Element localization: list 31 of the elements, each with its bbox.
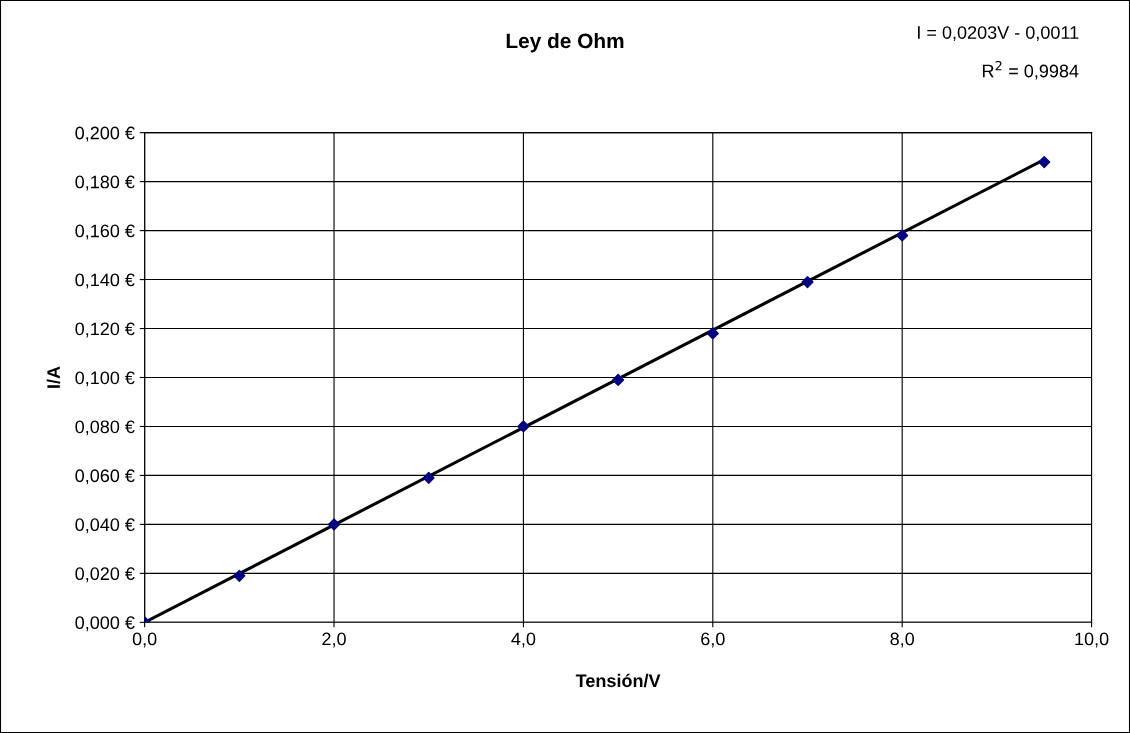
x-tick-label: 4,0 [511,632,536,648]
x-tick-label: 2,0 [322,632,346,648]
x-tick-label: 0,0 [132,632,157,648]
point [422,471,435,484]
y-tick-label: 0,180 € [75,175,135,191]
point [612,373,625,387]
y-tick-label: 0,200 € [75,126,135,142]
y-tick-label: 0,000 € [75,616,135,632]
text: R$^{2}$ = 0,9984 [982,60,1079,80]
y-tick-label: 0,120 € [75,322,135,338]
y-tick-label: 0,020 € [75,567,135,583]
point [1038,155,1051,169]
y-tick-label: 0,160 € [75,224,135,240]
y-tick-label: 0,080 € [75,420,135,436]
text: I = 0,0203V - 0,0011 [918,26,1079,42]
x-tick-label: 6,0 [701,632,725,648]
point [327,518,341,531]
point [517,420,530,433]
y-tick-label: 0,140 € [75,273,135,289]
y-axis-title: I/A [46,366,61,388]
x-axis-title: Tensión/V [575,673,661,688]
point [233,569,246,582]
y-tick-label: 0,040 € [75,518,135,534]
y-tick-label: 0,100 € [75,371,135,387]
point [706,327,719,340]
y-tick-label: 0,060 € [75,469,135,485]
chart-title: Ley de Ohm [506,32,624,53]
x-tick-label: 10,0 [1075,632,1109,648]
point [801,275,814,289]
point [896,229,909,242]
x-tick-label: 8,0 [890,632,915,648]
